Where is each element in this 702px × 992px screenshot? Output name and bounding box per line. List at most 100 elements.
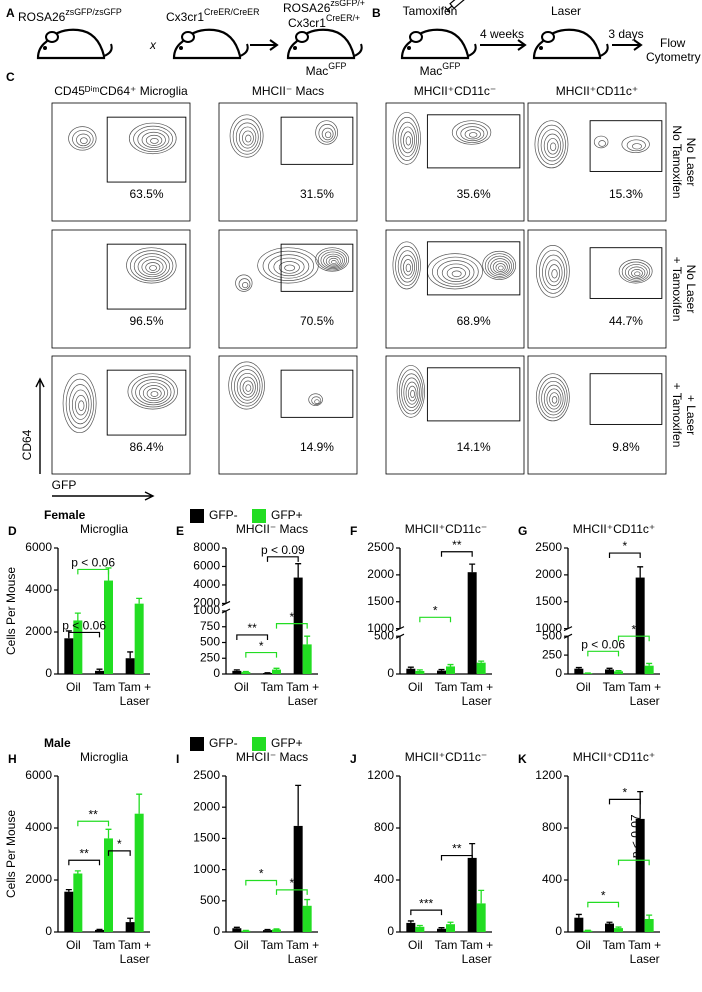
contour-line [142, 385, 165, 402]
legend-label: GFP- [209, 508, 238, 522]
y-tick-label: 0 [387, 666, 394, 680]
y-tick-label: 6000 [25, 768, 52, 782]
y-tick-label: 0 [213, 666, 220, 680]
label-superscript: zsGFP/+ [330, 0, 365, 8]
significance-bracket [236, 634, 269, 640]
y-tick-label: 4000 [25, 820, 52, 834]
contour-line [407, 385, 417, 402]
error-bar [96, 668, 103, 671]
x-tick-label: Tam [434, 938, 458, 952]
significance-bracket [68, 631, 101, 638]
contour-line [626, 139, 646, 152]
error-bar [438, 668, 445, 671]
significance-label: * [622, 786, 627, 800]
contour-line [551, 396, 558, 404]
panel-letter: H [8, 752, 17, 766]
bar [467, 572, 477, 674]
contour-line [236, 372, 259, 401]
significance-bracket [608, 552, 641, 559]
gate-percentage: 96.5% [130, 314, 164, 328]
bar [104, 838, 113, 932]
x-tick-label-box: Oil [234, 938, 249, 952]
bar [64, 891, 74, 932]
panel-letter: B [372, 6, 381, 20]
column-header: MHCII⁺CD11c⁻ [414, 84, 496, 98]
bar [446, 666, 455, 674]
x-tick-label-box: Tam + Laser [460, 680, 493, 708]
bar [415, 670, 425, 674]
significance-bracket [587, 901, 620, 908]
significance-label: ** [247, 621, 257, 635]
contour-line [315, 247, 350, 272]
contour-line [495, 263, 506, 272]
y-tick-label: 2000 [193, 799, 220, 813]
step-label: Tamoxifen [403, 4, 458, 18]
mouse-icon [286, 28, 363, 60]
contour-line [228, 361, 265, 410]
y-tick-label: 800 [542, 820, 562, 834]
y-tick-label: 1500 [535, 594, 562, 608]
contour-line [245, 134, 252, 143]
significance-label: ** [452, 538, 462, 552]
gate-percentage: 15.3% [609, 187, 643, 201]
column-header: MHCII⁻ Macs [252, 84, 324, 98]
contour-line [239, 376, 256, 398]
contour-line [436, 260, 475, 285]
contour-line [546, 388, 562, 410]
gate-percentage: 63.5% [130, 187, 164, 201]
cross-symbol: x [149, 38, 157, 52]
contour-line [632, 143, 642, 150]
x-tick-label-box: Tam + Laser [460, 938, 493, 966]
contour-line [150, 137, 159, 144]
contour-line [320, 251, 345, 270]
contour-line [441, 263, 471, 282]
error-bar [447, 921, 454, 925]
bar [272, 669, 281, 674]
panel-letter: I [176, 752, 179, 766]
significance-label: * [289, 876, 294, 890]
contour-line [546, 138, 559, 155]
significance-label: * [433, 603, 438, 617]
error-bar [74, 612, 81, 621]
y-tick-label: 500 [200, 893, 220, 907]
gate-percentage: 86.4% [130, 440, 164, 454]
y-tick-label: 1000 [535, 621, 562, 635]
bar [605, 923, 614, 932]
error-bar [407, 920, 414, 923]
mouse-icon [172, 28, 249, 60]
contour-line [392, 241, 421, 290]
bar [293, 577, 303, 674]
x-tick-label: Oil [65, 938, 81, 952]
significance-label: * [289, 610, 294, 624]
significance-label: *** [419, 896, 433, 910]
bar [467, 857, 477, 932]
contour-line [242, 281, 249, 289]
significance-label: * [601, 889, 606, 903]
error-bar [606, 667, 613, 670]
chart-title: Microglia [80, 750, 128, 764]
gate [426, 241, 521, 296]
gate [280, 243, 354, 292]
genotype-label: ROSA26zsGFP/+ [283, 0, 365, 15]
flow-plot-frame [385, 229, 525, 349]
panel-letter: A [6, 6, 15, 20]
contour-line [490, 258, 510, 276]
contour-line [71, 389, 90, 420]
contour-line [550, 142, 557, 152]
contour-line [232, 118, 262, 155]
bar [605, 669, 614, 674]
contour-line [397, 250, 417, 283]
legend-swatch [190, 737, 204, 751]
label-superscript: CreER/+ [326, 13, 360, 23]
panel-letter: F [350, 524, 357, 538]
y-tick-label: 500 [374, 628, 394, 642]
contour-line [621, 135, 650, 153]
significance-bracket [266, 556, 299, 562]
gate [280, 116, 354, 165]
gate [589, 247, 663, 299]
significance-bracket [440, 854, 473, 861]
y-tick-label: 1500 [367, 594, 394, 608]
bar [614, 671, 623, 674]
y-tick-label: 2500 [367, 540, 394, 554]
